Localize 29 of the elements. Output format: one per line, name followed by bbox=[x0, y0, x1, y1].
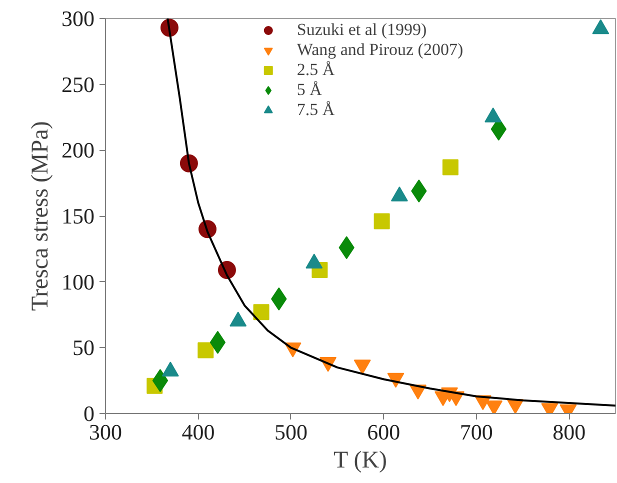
legend-label: 2.5 Å bbox=[296, 60, 335, 80]
x-tick-label: 600 bbox=[367, 420, 400, 444]
y-tick-label: 250 bbox=[62, 72, 94, 97]
point bbox=[374, 213, 390, 230]
x-axis-title: T (K) bbox=[334, 448, 388, 474]
point bbox=[198, 342, 214, 358]
x-tick-label: 700 bbox=[460, 420, 493, 444]
y-tick-label: 50 bbox=[72, 335, 94, 360]
y-tick-label: 0 bbox=[84, 401, 94, 426]
point bbox=[253, 304, 270, 320]
x-tick-label: 500 bbox=[274, 420, 308, 444]
x-tick-label: 400 bbox=[182, 420, 215, 444]
y-tick-label: 150 bbox=[62, 204, 94, 228]
point bbox=[592, 19, 610, 34]
point bbox=[354, 360, 371, 375]
point bbox=[442, 159, 458, 176]
legend-label: 5 Å bbox=[296, 80, 322, 100]
point bbox=[210, 330, 226, 354]
x-tick-label: 800 bbox=[552, 420, 586, 444]
point bbox=[152, 369, 168, 392]
y-tick-label: 300 bbox=[62, 6, 94, 31]
y-axis-title: Tresca stress (MPa) bbox=[28, 121, 54, 311]
point bbox=[486, 400, 503, 414]
y-tick-label: 200 bbox=[62, 138, 94, 163]
y-tick-label: 100 bbox=[62, 269, 94, 294]
legend-label: 7.5 Å bbox=[296, 100, 335, 120]
legend-label: Suzuki et al (1999) bbox=[296, 20, 427, 40]
legend-label: Wang and Pirouz (2007) bbox=[296, 40, 464, 60]
point bbox=[484, 108, 502, 122]
